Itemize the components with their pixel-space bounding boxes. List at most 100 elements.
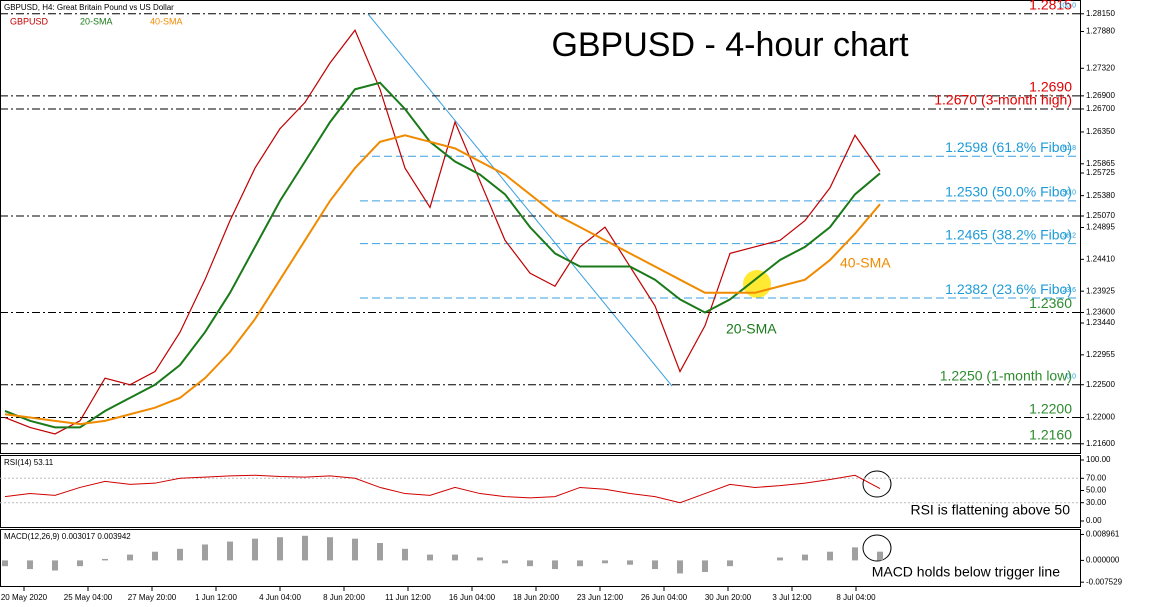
series-line — [4, 81, 881, 429]
y-tick-label: 1.22000 — [1086, 413, 1115, 422]
y-tick-label: 1.22500 — [1086, 380, 1115, 389]
macd-bar — [102, 558, 108, 561]
macd-tick-label: 0.000000 — [1086, 556, 1120, 565]
macd-bar — [652, 560, 658, 570]
macd-bar — [827, 551, 833, 561]
rsi-tick-label: 0.00 — [1086, 516, 1102, 525]
macd-bar — [402, 548, 408, 561]
rsi-label: RSI(14) 53.11 — [4, 458, 54, 467]
macd-bar — [427, 554, 433, 561]
level-label: 1.2670 (3-month high) — [934, 92, 1072, 108]
x-tick-label: 3 Jul 12:00 — [772, 593, 812, 602]
chart-title: GBPUSD - 4-hour chart — [551, 26, 909, 64]
macd-bar — [177, 548, 183, 561]
macd-tick-label: -0.007529 — [1086, 577, 1123, 586]
x-tick-label: 1 Jun 12:00 — [195, 593, 237, 602]
fibo-tag: 100.0 — [1058, 3, 1076, 10]
fibo-tag: 61.8 — [1062, 145, 1076, 152]
macd-bar — [552, 560, 558, 570]
macd-circle — [862, 534, 892, 562]
series-line — [4, 134, 881, 426]
fibo-tag: 0.0 — [1066, 374, 1076, 381]
macd-bar — [252, 538, 258, 561]
y-tick-label: 1.27320 — [1086, 63, 1115, 72]
macd-label: MACD(12,26,9) 0.003017 0.003942 — [4, 532, 131, 541]
y-tick-label: 1.27880 — [1086, 27, 1115, 36]
series-name: 20-SMA — [80, 16, 113, 26]
y-tick-label: 1.23440 — [1086, 318, 1115, 327]
y-tick-label: 1.22955 — [1086, 350, 1115, 359]
macd-bar — [302, 535, 308, 561]
macd-bar — [152, 551, 158, 561]
series-line — [4, 29, 881, 435]
level-label: 1.2250 (1-month low) — [940, 367, 1072, 383]
sma40-label: 40-SMA — [840, 255, 891, 271]
macd-bar — [277, 537, 283, 561]
macd-bar — [227, 541, 233, 561]
macd-bar — [52, 560, 58, 571]
fibo-tag: 38.2 — [1062, 232, 1076, 239]
macd-bar — [877, 551, 883, 561]
rsi-line — [4, 474, 881, 504]
x-tick-label: 27 May 20:00 — [128, 593, 177, 602]
macd-bar — [352, 538, 358, 561]
macd-bar — [627, 560, 633, 565]
level-label: 1.2598 (61.8% Fibo) — [945, 139, 1072, 155]
macd-bar — [577, 560, 583, 567]
y-tick-label: 1.26900 — [1086, 91, 1115, 100]
trend-line — [367, 13, 673, 387]
macd-tick-label: 0.008961 — [1086, 530, 1120, 539]
macd-bar — [802, 554, 808, 561]
chart-header: GBPUSD, H4: Great Britain Pound vs US Do… — [4, 3, 174, 12]
macd-bar — [477, 557, 483, 561]
rsi-tick-label: 70.00 — [1086, 473, 1107, 482]
fibo-tag: 23.6 — [1062, 287, 1076, 294]
y-tick-label: 1.26350 — [1086, 127, 1115, 136]
macd-bar — [702, 560, 708, 572]
macd-frame — [0, 529, 1081, 587]
macd-bar — [327, 537, 333, 561]
level-label: 1.2160 — [1029, 427, 1072, 443]
macd-bar — [452, 554, 458, 561]
x-tick-label: 26 Jun 04:00 — [641, 593, 688, 602]
level-label: 1.2815 — [1029, 0, 1072, 12]
macd-bar — [127, 554, 133, 561]
x-tick-label: 23 Jun 12:00 — [577, 593, 624, 602]
y-tick-label: 1.21600 — [1086, 439, 1115, 448]
rsi-note: RSI is flattening above 50 — [910, 502, 1070, 518]
level-label: 1.2382 (23.6% Fibo) — [945, 281, 1072, 297]
level-label: 1.2465 (38.2% Fibo) — [945, 226, 1072, 242]
y-tick-label: 1.25865 — [1086, 159, 1115, 168]
y-tick-label: 1.23600 — [1086, 308, 1115, 317]
macd-bar — [202, 544, 208, 561]
rsi-tick-label: 30.00 — [1086, 498, 1107, 507]
y-tick-label: 1.25380 — [1086, 191, 1115, 200]
y-tick-label: 1.24410 — [1086, 254, 1115, 263]
level-label: 1.2530 (50.0% Fibo) — [945, 184, 1072, 200]
y-tick-label: 1.23925 — [1086, 286, 1115, 295]
macd-bar — [2, 560, 8, 567]
fibo-tag: 50.0 — [1062, 190, 1076, 197]
y-tick-label: 1.25725 — [1086, 168, 1115, 177]
x-tick-label: 20 May 2020 — [1, 593, 48, 602]
macd-bar — [852, 547, 858, 561]
y-tick-label: 1.25070 — [1086, 211, 1115, 220]
series-name: GBPUSD — [10, 16, 49, 26]
macd-bar — [27, 560, 33, 570]
macd-bar — [527, 560, 533, 567]
x-tick-label: 25 May 04:00 — [64, 593, 113, 602]
macd-bar — [677, 560, 683, 574]
x-tick-label: 18 Jun 20:00 — [513, 593, 560, 602]
x-tick-label: 16 Jun 04:00 — [449, 593, 496, 602]
level-label: 1.2200 — [1029, 400, 1072, 416]
x-tick-label: 11 Jun 12:00 — [385, 593, 431, 602]
macd-bar — [77, 560, 83, 567]
macd-bar — [727, 560, 733, 567]
macd-bar — [377, 543, 383, 561]
sma20-label: 20-SMA — [726, 321, 777, 337]
series-name: 40-SMA — [150, 16, 183, 26]
x-tick-label: 8 Jul 04:00 — [836, 593, 876, 602]
rsi-tick-label: 100.00 — [1086, 455, 1111, 464]
macd-bar — [777, 557, 783, 561]
